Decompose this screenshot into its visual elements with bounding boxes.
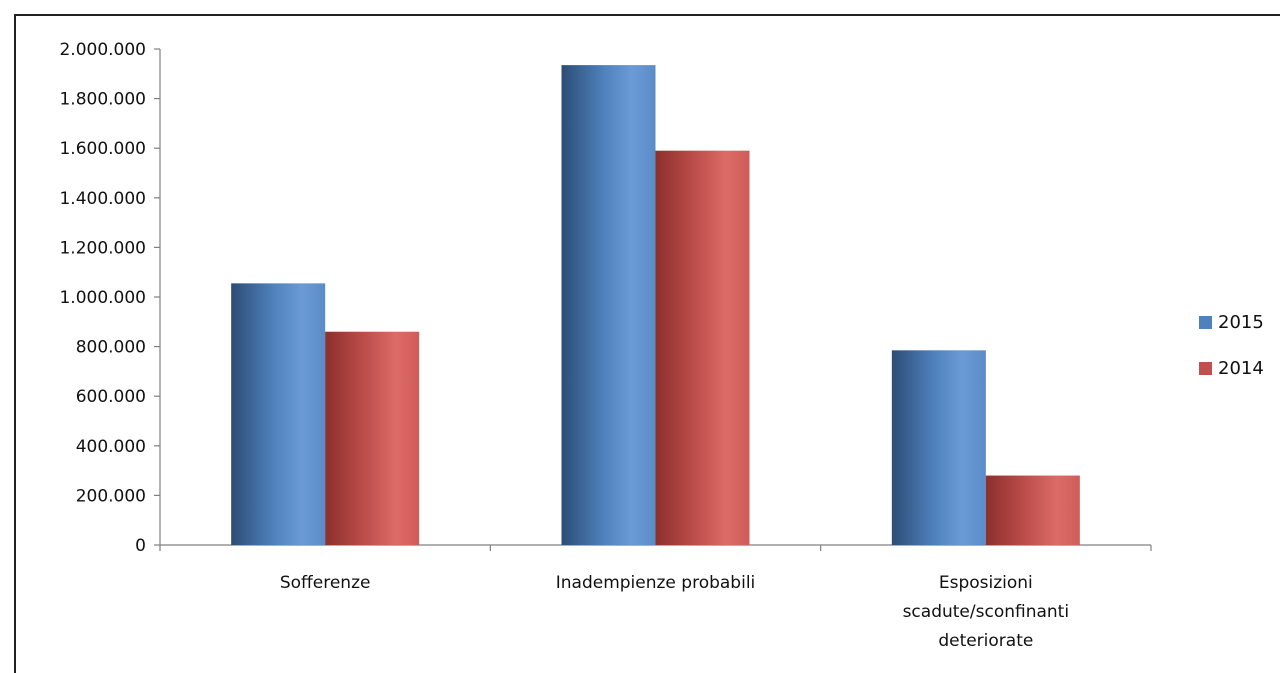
x-axis: Sofferenze Inadempienze probabili Esposizi… <box>159 544 1152 651</box>
legend-swatch-2014 <box>1199 362 1212 375</box>
bar-2015-0 <box>231 283 326 545</box>
x-category-label: scadute/sconfinanti <box>903 602 1069 622</box>
y-tick-label: 0 <box>135 536 146 556</box>
legend-swatch-2015 <box>1199 316 1212 329</box>
y-tick-label: 600.000 <box>76 387 146 407</box>
y-tick-label: 1.000.000 <box>59 288 146 308</box>
x-category-label: Inadempienze probabili <box>556 573 756 593</box>
chart-frame <box>14 14 1280 673</box>
legend: 2015 2014 <box>1199 312 1264 379</box>
y-tick-label: 1.400.000 <box>59 189 146 209</box>
bar-2014-0 <box>325 331 420 545</box>
bar-2015-1 <box>561 65 656 546</box>
y-tick-label: 200.000 <box>76 486 146 506</box>
x-category-label: Sofferenze <box>280 573 371 593</box>
legend-label-2015: 2015 <box>1218 312 1264 333</box>
y-tick-label: 2.000.000 <box>59 40 146 60</box>
bar-2014-1 <box>655 150 750 545</box>
y-tick-label: 1.600.000 <box>59 139 146 159</box>
x-category-label: Esposizioni <box>939 573 1033 593</box>
x-category-label: deteriorate <box>938 631 1033 651</box>
y-axis: 0 200.000 400.000 600.000 800.000 1.000.000 1.… <box>59 40 161 556</box>
legend-label-2014: 2014 <box>1218 358 1264 379</box>
bar-2014-2 <box>985 475 1080 545</box>
bars <box>231 65 1080 546</box>
bar-2015-2 <box>891 350 986 545</box>
y-tick-label: 800.000 <box>76 338 146 358</box>
y-tick-label: 1.200.000 <box>59 238 146 258</box>
y-tick-label: 1.800.000 <box>59 90 146 110</box>
y-tick-label: 400.000 <box>76 437 146 457</box>
